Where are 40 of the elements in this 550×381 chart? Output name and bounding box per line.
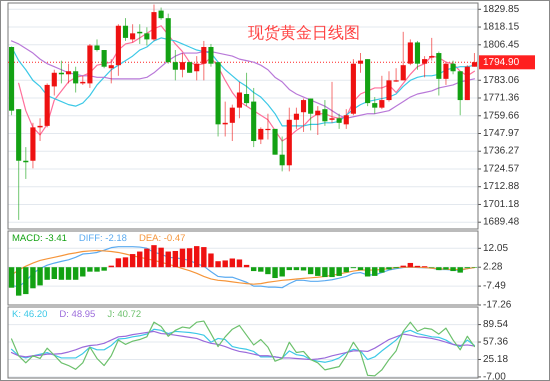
y-tick-label: 1829.85 bbox=[483, 4, 520, 15]
y-tick-label: -7.49 bbox=[483, 280, 506, 292]
y-tick-label: 89.54 bbox=[483, 319, 508, 330]
y-tick-label: 1806.45 bbox=[483, 39, 520, 50]
text: MACD: -3.41 bbox=[12, 233, 67, 244]
bar bbox=[358, 267, 364, 270]
series-label: DEA: -0.47 bbox=[138, 233, 186, 244]
text: 现货黄金日线图 bbox=[248, 24, 360, 42]
y-tick-label: 1759.66 bbox=[483, 110, 520, 122]
y-tick-label: 1818.15 bbox=[483, 22, 520, 33]
line-series bbox=[18, 25, 476, 142]
line-series bbox=[10, 320, 476, 376]
bar bbox=[101, 267, 107, 271]
y-tick-label: 1783.06 bbox=[483, 74, 520, 86]
y-tick-label: 1712.88 bbox=[483, 181, 520, 192]
text: K: 46.20 bbox=[12, 309, 48, 320]
y-tick-label: 1771.36 bbox=[483, 92, 520, 104]
bar bbox=[66, 267, 72, 280]
y-tick-label: -7.00 bbox=[483, 371, 506, 381]
y-tick-label: 1736.27 bbox=[483, 146, 520, 157]
text: D: 48.95 bbox=[59, 309, 96, 320]
candlestick bbox=[187, 62, 192, 74]
y-tick-label: 2.28 bbox=[483, 262, 503, 273]
y-tick-label: 57.36 bbox=[483, 336, 508, 348]
y-tick-label: -17.26 bbox=[483, 300, 512, 310]
y-tick-label: 25.18 bbox=[483, 354, 508, 365]
series-label: DIFF: -2.18 bbox=[78, 233, 127, 244]
bar bbox=[300, 267, 306, 270]
bar bbox=[329, 267, 335, 278]
y-tick-label: 1701.18 bbox=[483, 198, 520, 210]
series-label: J: 40.72 bbox=[107, 309, 142, 320]
bar bbox=[151, 245, 157, 268]
y-tick-label: 1724.57 bbox=[483, 163, 520, 174]
y-tick-label: 1747.97 bbox=[483, 128, 520, 139]
y-tick-label: 12.05 bbox=[483, 242, 508, 254]
bar bbox=[94, 267, 100, 272]
ref-line-label: 1794.90 bbox=[483, 56, 520, 68]
bar bbox=[386, 267, 392, 270]
bar bbox=[180, 248, 186, 268]
y-tick-label: 1689.48 bbox=[483, 216, 520, 228]
